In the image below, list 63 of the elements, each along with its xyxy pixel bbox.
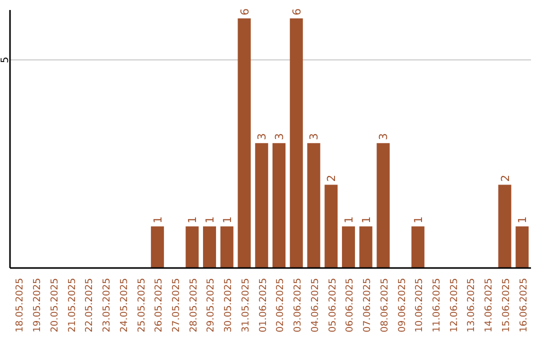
data-label: 1 bbox=[342, 216, 356, 224]
data-label: 1 bbox=[360, 216, 373, 224]
x-tick-label: 25.05.2025 bbox=[136, 278, 148, 332]
data-label: 3 bbox=[256, 133, 269, 140]
x-tick-label: 03.06.2025 bbox=[292, 278, 304, 332]
data-label: 6 bbox=[290, 8, 304, 16]
bar bbox=[498, 184, 512, 268]
bar bbox=[516, 226, 529, 268]
x-tick-label: 30.05.2025 bbox=[223, 278, 234, 332]
x-tick-label: 06.06.2025 bbox=[344, 278, 356, 332]
data-label: 1 bbox=[151, 216, 164, 224]
bar bbox=[307, 143, 320, 268]
x-tick-label: 07.06.2025 bbox=[362, 278, 374, 332]
bar bbox=[150, 226, 164, 268]
bar bbox=[359, 226, 372, 268]
x-tick-label: 31.05.2025 bbox=[240, 278, 252, 332]
bar bbox=[411, 226, 424, 268]
x-tick-label: 12.06.2025 bbox=[448, 278, 460, 332]
x-tick-label: 29.05.2025 bbox=[206, 278, 217, 332]
x-tick-label: 23.05.2025 bbox=[102, 278, 113, 332]
data-label: 1 bbox=[204, 216, 217, 224]
x-tick-label: 24.05.2025 bbox=[118, 278, 130, 332]
x-tick-label: 15.06.2025 bbox=[500, 278, 512, 332]
bar bbox=[324, 184, 338, 268]
bar bbox=[290, 18, 303, 268]
bar bbox=[203, 226, 216, 268]
x-tick-label: 26.05.2025 bbox=[154, 278, 165, 332]
bar bbox=[238, 18, 251, 268]
bar bbox=[255, 143, 268, 268]
x-tick-label: 10.06.2025 bbox=[414, 278, 426, 332]
bar bbox=[220, 226, 234, 268]
x-tick-label: 13.06.2025 bbox=[466, 278, 478, 332]
x-tick-label: 22.05.2025 bbox=[84, 278, 96, 332]
data-label: 6 bbox=[238, 8, 252, 16]
data-label: 3 bbox=[273, 133, 286, 140]
data-label: 2 bbox=[325, 174, 338, 182]
x-tick-label: 05.06.2025 bbox=[327, 278, 338, 332]
x-tick-label: 08.06.2025 bbox=[379, 278, 390, 332]
x-tick-label: 16.06.2025 bbox=[518, 278, 530, 332]
x-tick-label: 21.05.2025 bbox=[66, 278, 78, 332]
x-tick-label: 01.06.2025 bbox=[258, 278, 269, 332]
data-label: 1 bbox=[412, 216, 425, 224]
data-label: 1 bbox=[516, 216, 530, 224]
bar bbox=[186, 226, 199, 268]
bar bbox=[272, 143, 286, 268]
x-tick-label: 18.05.2025 bbox=[14, 278, 26, 332]
y-tick-label: 5 bbox=[0, 56, 11, 64]
x-tick-label: 11.06.2025 bbox=[431, 278, 442, 332]
data-label: 1 bbox=[186, 216, 200, 224]
data-label: 2 bbox=[498, 174, 512, 182]
x-tick-label: 28.05.2025 bbox=[188, 278, 200, 332]
x-tick-label: 27.05.2025 bbox=[170, 278, 182, 332]
x-tick-label: 02.06.2025 bbox=[275, 278, 286, 332]
data-label: 1 bbox=[220, 216, 234, 224]
x-tick-label: 04.06.2025 bbox=[310, 278, 321, 332]
bar bbox=[376, 143, 390, 268]
data-label: 3 bbox=[308, 133, 321, 140]
x-tick-label: 19.05.2025 bbox=[32, 278, 44, 332]
x-tick-label: 09.06.2025 bbox=[396, 278, 408, 332]
bar bbox=[342, 226, 355, 268]
x-tick-label: 14.06.2025 bbox=[484, 278, 495, 332]
x-tick-label: 20.05.2025 bbox=[49, 278, 60, 332]
data-label: 3 bbox=[377, 133, 390, 140]
